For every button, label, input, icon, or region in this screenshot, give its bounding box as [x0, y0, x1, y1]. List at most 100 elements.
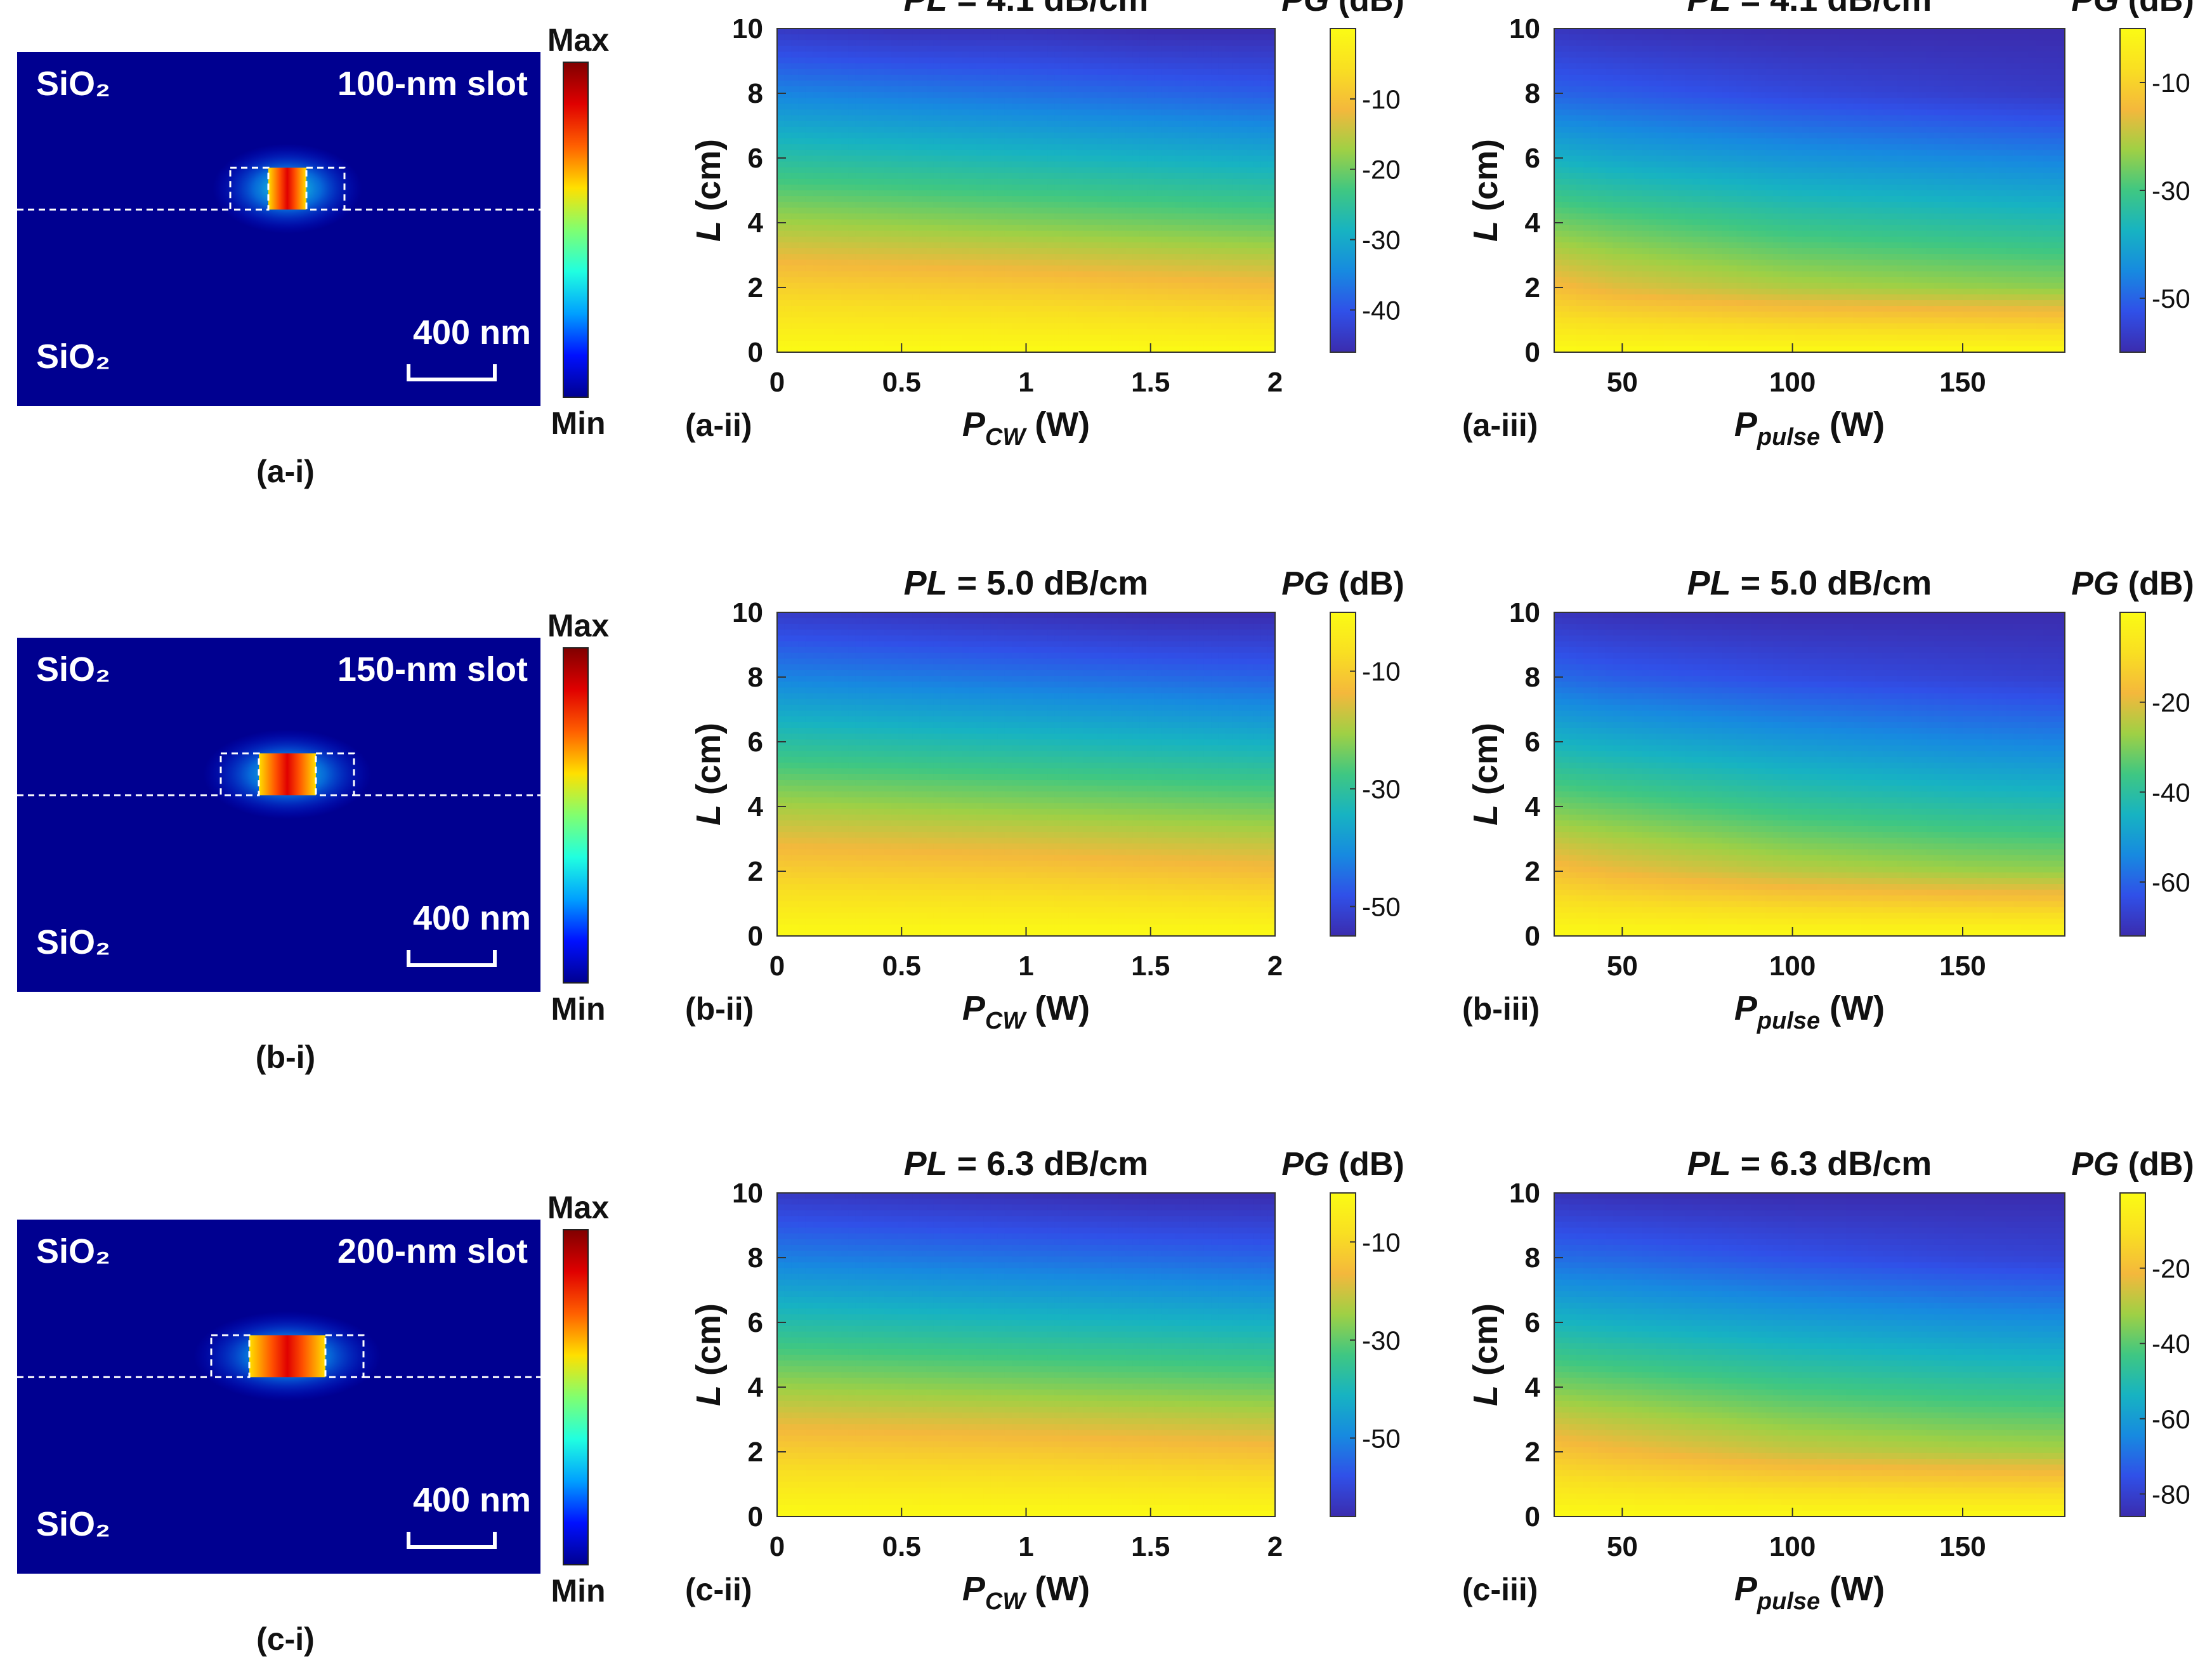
heatmap-cell [1154, 242, 1162, 249]
heatmap-cell [997, 173, 1005, 180]
heatmap-cell [1026, 34, 1034, 41]
heatmap-cell [1225, 190, 1233, 197]
heatmap-cell [1970, 63, 1978, 70]
heatmap-cell [1019, 40, 1027, 47]
heatmap-cell [827, 34, 835, 41]
heatmap-cell [1168, 202, 1176, 209]
heatmap-cell [834, 92, 842, 99]
heatmap-cell [1132, 265, 1141, 272]
heatmap-cell [1239, 57, 1248, 64]
heatmap-cell [2028, 69, 2036, 76]
heatmap-cell [1161, 115, 1169, 122]
heatmap-cell [1831, 46, 1840, 53]
heatmap-cell [2006, 92, 2015, 99]
heatmap-cell [1232, 248, 1240, 255]
heatmap-cell [1605, 80, 1613, 87]
heatmap-cell [1132, 126, 1141, 133]
heatmap-cell [1139, 300, 1148, 307]
heatmap-cell [777, 288, 785, 295]
heatmap-cell [1118, 202, 1127, 209]
heatmap-cell [1656, 46, 1665, 53]
heatmap-cell [1182, 144, 1191, 151]
heatmap-cell [1253, 260, 1262, 267]
heatmap-cell [827, 213, 835, 220]
heatmap-cell [933, 98, 941, 105]
heatmap-cell [784, 109, 792, 116]
heatmap-cell [905, 132, 913, 139]
heatmap-cell [1211, 306, 1219, 313]
heatmap-cell [962, 103, 970, 110]
heatmap-cell [1168, 161, 1176, 168]
heatmap-cell [940, 277, 949, 284]
heatmap-cell [805, 63, 813, 70]
heatmap-cell [1620, 103, 1628, 110]
heatmap-cell [1182, 57, 1191, 64]
heatmap-cell [884, 213, 892, 220]
heatmap-cell [891, 121, 899, 128]
heatmap-cell [1253, 207, 1262, 214]
heatmap-cell [820, 254, 828, 261]
heatmap-cell [784, 150, 792, 157]
heatmap-cell [1111, 86, 1120, 93]
heatmap-cell [1984, 69, 1993, 76]
heatmap-cell [848, 277, 856, 284]
heatmap-cell [1218, 161, 1226, 168]
heatmap-cell [898, 254, 906, 261]
heatmap-cell [1083, 126, 1091, 133]
heatmap-cell [1817, 63, 1825, 70]
heatmap-cell [848, 306, 856, 313]
heatmap-cell [2050, 74, 2058, 81]
heatmap-cell [1040, 306, 1049, 313]
heatmap-cell [1868, 40, 1876, 47]
heatmap-cell [1663, 74, 1672, 81]
heatmap-cell [813, 150, 821, 157]
heatmap-cell [1656, 63, 1665, 70]
heatmap-cell [1026, 115, 1034, 122]
heatmap-cell [777, 115, 785, 122]
heatmap-cell [1154, 312, 1162, 319]
heatmap-cell [848, 196, 856, 203]
heatmap-cell [884, 29, 892, 36]
heatmap-cell [1125, 69, 1134, 76]
heatmap-cell [898, 312, 906, 319]
heatmap-cell [1040, 340, 1049, 347]
heatmap-cell [1189, 334, 1198, 341]
heatmap-cell [1211, 161, 1219, 168]
heatmap-cell [1758, 51, 1767, 58]
heatmap-cell [1161, 29, 1169, 36]
heatmap-cell [1817, 80, 1825, 87]
heatmap-cell [1232, 103, 1240, 110]
heatmap-cell [1168, 282, 1176, 289]
heatmap-cell [791, 260, 799, 267]
heatmap-cell [1211, 277, 1219, 284]
heatmap-cell [827, 173, 835, 180]
heatmap-cell [1068, 144, 1077, 151]
heatmap-cell [1744, 29, 1752, 36]
heatmap-cell [1182, 86, 1191, 93]
heatmap-cell [791, 254, 799, 261]
heatmap-cell [834, 202, 842, 209]
heatmap-cell [1824, 74, 1832, 81]
heatmap-cell [798, 242, 806, 249]
heatmap-cell [1232, 260, 1240, 267]
heatmap-cell [1904, 40, 1913, 47]
heatmap-cell [813, 86, 821, 93]
heatmap-cell [1554, 40, 1562, 47]
heatmap-cell [1040, 144, 1049, 151]
heatmap-cell [1189, 74, 1198, 81]
heatmap-cell [1125, 312, 1134, 319]
heatmap-cell [1605, 92, 1613, 99]
heatmap-cell [962, 300, 970, 307]
heatmap-cell [905, 138, 913, 145]
heatmap-cell [926, 34, 934, 41]
heatmap-cell [940, 271, 949, 278]
heatmap-cell [1656, 29, 1665, 36]
heatmap-cell [1663, 57, 1672, 64]
heatmap-cell [862, 312, 870, 319]
heatmap-cell [1729, 98, 1738, 105]
heatmap-cell [1671, 103, 1679, 110]
heatmap-cell [1047, 40, 1056, 47]
heatmap-cell [933, 202, 941, 209]
heatmap-cell [1189, 190, 1198, 197]
heatmap-cell [1218, 69, 1226, 76]
